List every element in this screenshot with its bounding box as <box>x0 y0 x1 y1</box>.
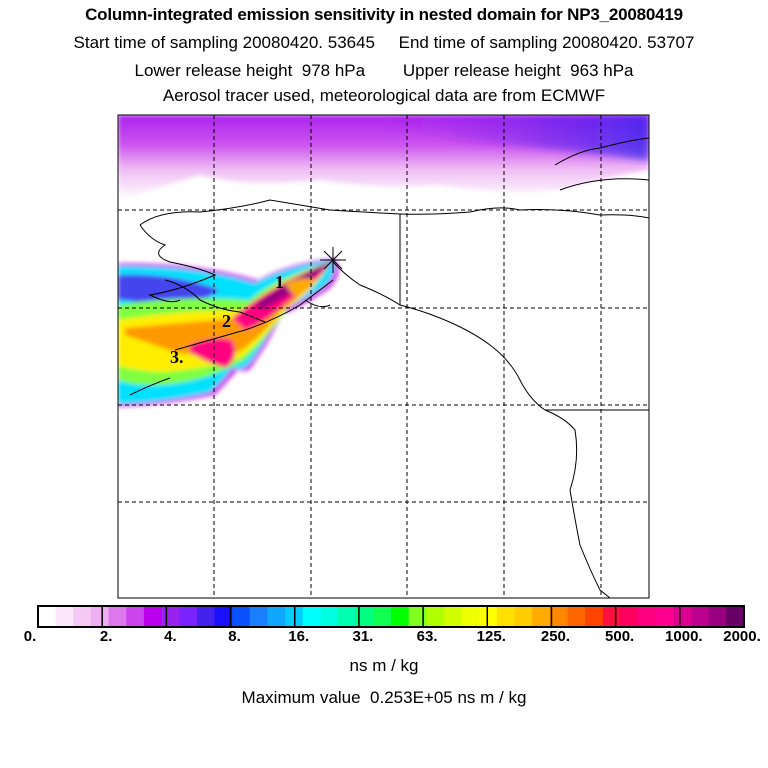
colorbar <box>37 605 745 628</box>
colorbar-swatch <box>38 606 57 627</box>
plume-orange-north <box>285 278 315 296</box>
plume-orange <box>125 262 330 355</box>
colorbar-swatch <box>496 606 516 627</box>
colorbar-swatch <box>55 606 74 627</box>
colorbar-swatch <box>549 606 568 627</box>
colorbar-tick-label: 250. <box>540 628 571 645</box>
colorbar-swatch <box>726 606 745 627</box>
colorbar-swatch <box>620 606 639 627</box>
colorbar-swatch <box>214 606 233 627</box>
colorbar-swatch <box>408 606 427 627</box>
colorbar-swatch <box>143 606 163 627</box>
colorbar-tick-label: 8. <box>228 628 241 645</box>
colorbar-unit: ns m / kg <box>349 656 419 675</box>
colorbar-swatch <box>691 606 710 627</box>
colorbar-swatch <box>514 606 533 627</box>
colorbar-swatch <box>479 606 498 627</box>
colorbar-swatch <box>161 606 180 627</box>
plume-blue-lobe <box>118 274 220 306</box>
colorbar-swatch <box>373 606 392 627</box>
colorbar-swatch <box>708 606 727 627</box>
colorbar-swatch <box>73 606 92 627</box>
colorbar-swatch <box>391 606 410 627</box>
colorbar-swatch <box>426 606 445 627</box>
colorbar-swatch <box>108 606 127 627</box>
colorbar-tick-label: 4. <box>164 628 177 645</box>
map-frame <box>117 114 650 599</box>
colorbar-swatch <box>196 606 215 627</box>
colorbar-swatch <box>638 606 657 627</box>
release-point-star-icon <box>320 247 346 273</box>
plume-label-1: 1 <box>275 272 284 292</box>
colorbar-tick-label: 16. <box>288 628 310 645</box>
colorbar-swatch <box>267 606 286 627</box>
colorbar-swatch <box>655 606 674 627</box>
plume <box>118 258 339 407</box>
colorbar-tick-label: 1000. <box>665 628 703 645</box>
colorbar-tick-label: 0. <box>23 628 37 645</box>
plume-label-3: 3. <box>170 347 184 367</box>
colorbar-tick-label: 125. <box>476 628 506 645</box>
colorbar-tick-label: 2. <box>99 628 113 645</box>
colorbar-swatch <box>302 606 321 627</box>
colorbar-tick-label: 31. <box>352 628 374 645</box>
plume-magenta-south <box>190 338 235 368</box>
colorbar-swatch <box>249 606 268 627</box>
colorbar-swatch <box>602 606 621 627</box>
colorbar-swatch <box>443 606 463 627</box>
colorbar-swatch <box>673 606 692 627</box>
colorbar-swatch <box>567 606 586 627</box>
colorbar-tick-label: 2000. <box>723 628 761 645</box>
release-heights: Lower release height 978 hPa Upper relea… <box>134 61 634 80</box>
colorbar-swatch <box>126 606 145 627</box>
colorbar-swatch <box>585 606 604 627</box>
colorbar-swatch <box>90 606 110 627</box>
sampling-times: Start time of sampling 20080420. 53645 E… <box>73 33 695 52</box>
maximum-value: Maximum value 0.253E+05 ns m / kg <box>241 688 527 707</box>
colorbar-swatch <box>355 606 374 627</box>
plume-label-2: 2 <box>222 311 231 331</box>
colorbar-swatch <box>532 606 551 627</box>
colorbar-swatch <box>338 606 357 627</box>
colorbar-tick-label: 500. <box>605 628 635 645</box>
colorbar-frame <box>37 605 745 628</box>
chart-title: Column-integrated emission sensitivity i… <box>85 5 683 24</box>
colorbar-swatch <box>461 606 480 627</box>
graticule <box>118 115 649 598</box>
colorbar-swatch <box>179 606 198 627</box>
colorbar-tick-label: 63. <box>416 628 438 645</box>
colorbar-swatch <box>320 606 339 627</box>
colorbar-swatch <box>232 606 251 627</box>
tracer-info: Aerosol tracer used, meteorological data… <box>162 86 606 105</box>
